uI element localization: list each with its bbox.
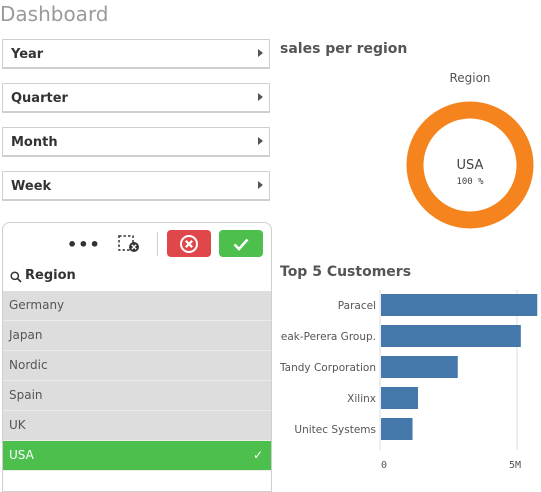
category-label: Paracel xyxy=(338,300,376,312)
list-item[interactable]: UK xyxy=(3,411,271,441)
filter-label: Month xyxy=(11,135,58,150)
donut-center-label: USA xyxy=(457,158,484,173)
region-listbox: ••• Region xyxy=(2,222,272,492)
page-title: Dashboard xyxy=(0,2,109,26)
cancel-selection-button[interactable] xyxy=(167,230,211,257)
x-tick-label: 5M xyxy=(509,460,521,471)
category-label: Deak-Perera Group. xyxy=(280,331,376,343)
x-tick-label: 0 xyxy=(381,460,387,471)
list-item[interactable]: Germany xyxy=(3,291,271,321)
list-item-selected[interactable]: USA ✓ xyxy=(3,441,271,471)
chevron-right-icon xyxy=(258,137,263,145)
sales-region-title: sales per region xyxy=(280,41,408,57)
list-item-label: Spain xyxy=(9,388,43,402)
bar-tandy-corporation[interactable] xyxy=(381,356,458,378)
filter-year[interactable]: Year xyxy=(2,39,270,69)
list-item-label: UK xyxy=(9,418,26,432)
category-label: Tandy Corporation xyxy=(280,362,376,374)
filter-quarter[interactable]: Quarter xyxy=(2,83,270,113)
list-item-label: Japan xyxy=(9,328,43,342)
selection-toolbar: ••• xyxy=(3,223,271,263)
bar-deak-perera-group[interactable] xyxy=(381,325,521,347)
filter-week[interactable]: Week xyxy=(2,171,270,201)
top-customers-title: Top 5 Customers xyxy=(280,264,412,280)
check-icon: ✓ xyxy=(252,448,263,462)
list-item[interactable]: Japan xyxy=(3,321,271,351)
donut-slice-usa[interactable] xyxy=(406,101,534,229)
filter-label: Quarter xyxy=(11,91,68,106)
chevron-right-icon xyxy=(258,93,263,101)
sales-region-donut-chart[interactable]: USA 100 % xyxy=(402,97,538,233)
listbox-search[interactable]: Region xyxy=(3,263,271,291)
chevron-right-icon xyxy=(258,181,263,189)
list-item-label: Germany xyxy=(9,298,65,312)
list-item[interactable]: Spain xyxy=(3,381,271,411)
list-item[interactable]: Nordic xyxy=(3,351,271,381)
toolbar-divider xyxy=(157,232,158,256)
category-label: Xilinx xyxy=(347,393,376,405)
filter-label: Year xyxy=(11,47,44,62)
clear-selection-icon[interactable] xyxy=(118,235,140,257)
search-icon xyxy=(10,268,22,287)
bar-paracel[interactable] xyxy=(381,294,538,316)
top-customers-bar-chart[interactable]: 0 5M Paracel Deak-Perera Group. Tandy Corpor… xyxy=(280,288,541,478)
filter-month[interactable]: Month xyxy=(2,127,270,157)
region-list: Germany Japan Nordic Spain UK USA ✓ xyxy=(3,291,271,471)
bar-unitec-systems[interactable] xyxy=(381,418,413,440)
close-circle-icon xyxy=(180,235,198,253)
donut-center-value: 100 % xyxy=(456,177,484,187)
chevron-right-icon xyxy=(258,49,263,57)
bar-xilinx[interactable] xyxy=(381,387,419,409)
category-label: Unitec Systems xyxy=(294,424,376,436)
check-icon xyxy=(233,238,249,251)
list-item-label: Nordic xyxy=(9,358,48,372)
more-options-icon[interactable]: ••• xyxy=(67,235,101,254)
confirm-selection-button[interactable] xyxy=(219,230,263,257)
donut-chart-title: Region xyxy=(449,71,491,85)
list-item-label: USA xyxy=(9,448,34,462)
listbox-title: Region xyxy=(25,268,76,283)
filter-label: Week xyxy=(11,179,52,194)
